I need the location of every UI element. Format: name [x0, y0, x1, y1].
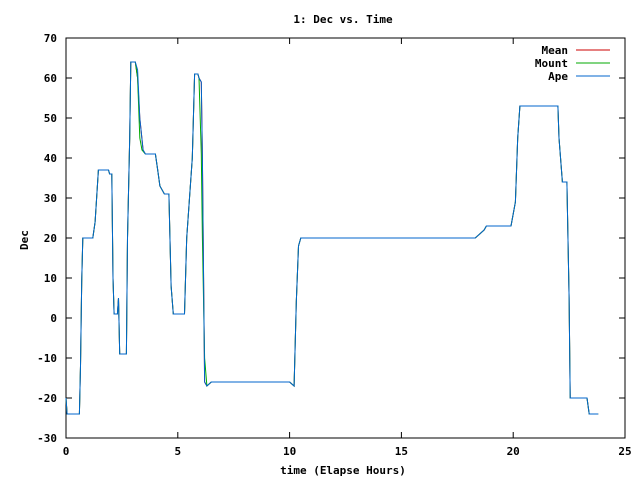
chart-title: 1: Dec vs. Time [293, 13, 393, 26]
x-tick-label: 5 [174, 445, 181, 458]
y-axis-label: Dec [18, 230, 31, 250]
x-tick-label: 10 [283, 445, 296, 458]
y-tick-label: 40 [44, 152, 57, 165]
x-axis-label: time (Elapse Hours) [280, 464, 406, 477]
series-lines [65, 61, 599, 415]
y-tick-label: 30 [44, 192, 57, 205]
y-tick-label: 50 [44, 112, 57, 125]
x-axis-ticks: 0 5 10 15 20 25 [63, 38, 632, 458]
y-tick-label: 10 [44, 272, 57, 285]
y-tick-label: 0 [50, 312, 57, 325]
legend-label-mount: Mount [535, 57, 568, 70]
y-tick-label: 70 [44, 32, 57, 45]
y-axis-ticks: -30 -20 -10 0 10 20 30 40 50 60 70 [37, 32, 625, 445]
y-tick-label: 60 [44, 72, 57, 85]
legend-label-mean: Mean [542, 44, 569, 57]
y-tick-label: -20 [37, 392, 57, 405]
y-tick-label: -30 [37, 432, 57, 445]
series-line-ape [65, 61, 599, 415]
legend-label-ape: Ape [548, 70, 568, 83]
x-tick-label: 0 [63, 445, 70, 458]
x-tick-label: 20 [507, 445, 520, 458]
x-tick-label: 25 [618, 445, 631, 458]
y-tick-label: -10 [37, 352, 57, 365]
y-tick-label: 20 [44, 232, 57, 245]
x-tick-label: 15 [395, 445, 408, 458]
